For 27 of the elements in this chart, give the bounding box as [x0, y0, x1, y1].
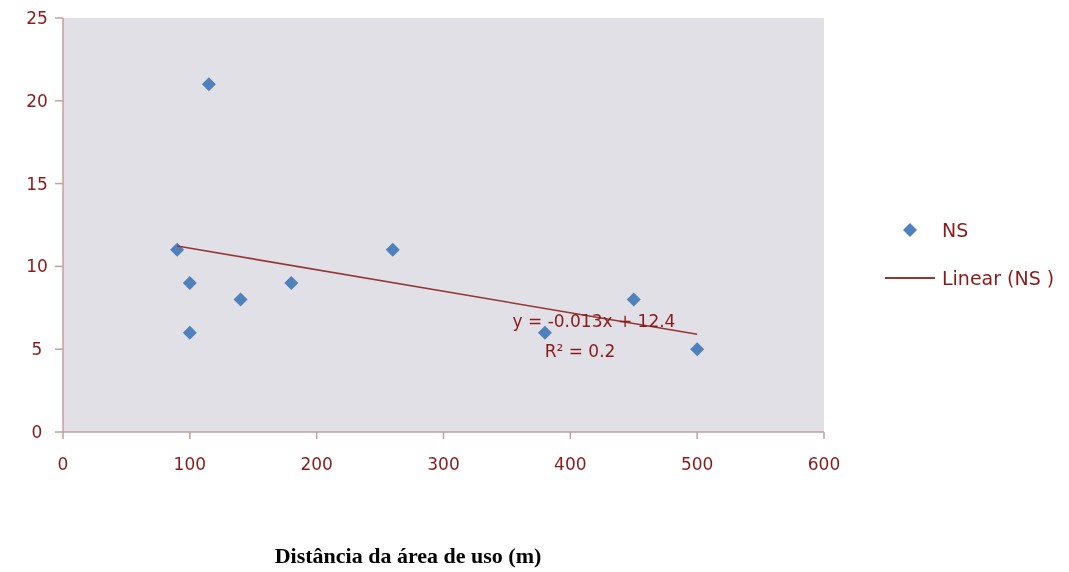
x-tick-label: 200	[300, 454, 333, 474]
point	[182, 325, 197, 340]
point	[233, 292, 248, 307]
legend-label: Linear (NS )	[942, 266, 1055, 289]
point	[385, 242, 400, 257]
x-tick-label: 0	[57, 454, 69, 474]
y-tick-label: 0	[31, 421, 43, 442]
x-tick-label: 300	[427, 454, 460, 474]
legend-label: NS	[942, 218, 969, 241]
point	[537, 325, 552, 340]
y-tick-label: 10	[26, 256, 48, 277]
x-tick-label: 500	[680, 454, 714, 474]
point	[626, 292, 641, 307]
point	[284, 275, 299, 290]
y-tick-label: 15	[26, 173, 48, 194]
point	[201, 77, 216, 92]
y-tick-label: 5	[31, 339, 43, 360]
x-tick-label: 600	[807, 454, 841, 474]
x-tick-label: 100	[173, 454, 207, 474]
y-tick-label: 25	[26, 7, 48, 28]
point	[170, 242, 185, 257]
x-axis-title: Distância da área de uso (m)	[274, 543, 542, 568]
y-tick-label: 20	[26, 90, 48, 111]
annotation: R² = 0.2	[544, 341, 616, 361]
point	[182, 275, 197, 290]
point	[690, 342, 705, 357]
x-tick-label: 400	[554, 454, 587, 474]
